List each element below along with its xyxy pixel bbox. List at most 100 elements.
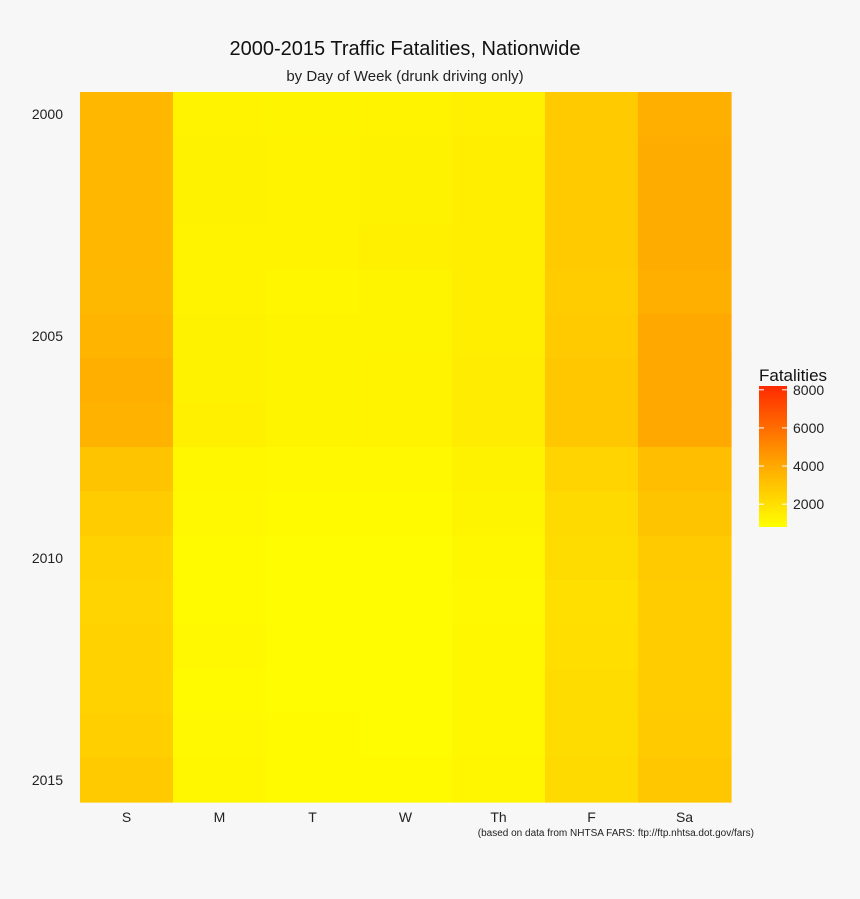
heatmap-cell [545, 491, 639, 537]
heatmap-cell [452, 447, 546, 492]
x-tick-label: Sa [676, 809, 693, 825]
heatmap-cell [266, 402, 360, 448]
heatmap-cell [266, 447, 360, 492]
legend-colorbar [759, 386, 787, 527]
heatmap-cell [452, 624, 546, 670]
heatmap-cell [638, 757, 732, 803]
heatmap-cell [359, 757, 453, 803]
x-tick-label: F [587, 809, 596, 825]
heatmap-cell [359, 668, 453, 714]
heatmap-cell [80, 136, 174, 182]
heatmap-cell [173, 269, 267, 315]
heatmap-cell [266, 535, 360, 581]
heatmap-cell [452, 668, 546, 714]
heatmap-cell [545, 580, 639, 626]
heatmap-cell [80, 580, 174, 626]
heatmap-cell [452, 757, 546, 803]
heatmap-cell [266, 180, 360, 226]
heatmap-cell [359, 402, 453, 448]
heatmap-cell [545, 180, 639, 226]
heatmap-cell [359, 225, 453, 271]
heatmap-cell [80, 225, 174, 271]
heatmap-cell [266, 713, 360, 759]
heatmap-cell [452, 402, 546, 448]
heatmap-cell [173, 491, 267, 537]
heatmap-cell [80, 624, 174, 670]
heatmap-cell [359, 136, 453, 182]
x-tick-label: M [214, 809, 226, 825]
heatmap-cell [545, 757, 639, 803]
heatmap-cell [80, 757, 174, 803]
heatmap-cell [638, 358, 732, 404]
x-tick-label: T [308, 809, 317, 825]
heatmap-cell [266, 269, 360, 315]
heatmap-cell [359, 447, 453, 492]
heatmap-cell [173, 757, 267, 803]
legend-tick-label: 8000 [793, 382, 824, 398]
heatmap-cell [266, 358, 360, 404]
heatmap-cell [266, 624, 360, 670]
heatmap-cell [638, 136, 732, 182]
heatmap-cell [266, 92, 360, 137]
heatmap-cell [266, 136, 360, 182]
heatmap-cell [359, 491, 453, 537]
legend-ticks: 2000 4000 6000 8000 [759, 382, 824, 512]
heatmap-cell [266, 491, 360, 537]
y-tick-label: 2010 [32, 550, 63, 566]
heatmap-cell [545, 225, 639, 271]
heatmap-cell [173, 535, 267, 581]
heatmap-cell [545, 92, 639, 137]
heatmap-cell [80, 180, 174, 226]
heatmap-cell [266, 313, 360, 359]
heatmap-cell [173, 92, 267, 137]
heatmap-cell [452, 225, 546, 271]
heatmap-cell [80, 535, 174, 581]
heatmap-cell [359, 580, 453, 626]
heatmap-cell [173, 668, 267, 714]
heatmap-cell [359, 180, 453, 226]
heatmap-cell [359, 535, 453, 581]
heatmap-cell [545, 624, 639, 670]
heatmap-cell [638, 535, 732, 581]
heatmap-cell [173, 358, 267, 404]
heatmap-cell [452, 580, 546, 626]
y-tick-label: 2000 [32, 106, 63, 122]
heatmap-cell [638, 92, 732, 137]
heatmap-cell [638, 180, 732, 226]
heatmap-cell [80, 313, 174, 359]
heatmap-cell [638, 447, 732, 492]
heatmap-cell [545, 447, 639, 492]
x-tick-label: W [399, 809, 413, 825]
heatmap-cell [545, 402, 639, 448]
heatmap-cell [452, 535, 546, 581]
heatmap-cells [80, 92, 732, 803]
heatmap-cell [638, 402, 732, 448]
heatmap-cell [452, 358, 546, 404]
heatmap-cell [545, 269, 639, 315]
heatmap-cell [173, 180, 267, 226]
heatmap-cell [545, 136, 639, 182]
heatmap-cell [452, 313, 546, 359]
heatmap-cell [545, 668, 639, 714]
heatmap-cell [638, 713, 732, 759]
heatmap-cell [638, 225, 732, 271]
heatmap-cell [266, 580, 360, 626]
heatmap-cell [545, 535, 639, 581]
heatmap-cell [545, 358, 639, 404]
heatmap-cell [266, 225, 360, 271]
heatmap-cell [80, 92, 174, 137]
heatmap-cell [359, 624, 453, 670]
x-axis-ticks: S M T W Th F Sa [122, 809, 693, 825]
heatmap-cell [80, 402, 174, 448]
heatmap-cell [173, 313, 267, 359]
heatmap-cell [173, 624, 267, 670]
y-axis-ticks: 2000 2005 2010 2015 [32, 106, 63, 788]
heatmap-cell [80, 447, 174, 492]
heatmap-cell [638, 580, 732, 626]
heatmap-cell [266, 757, 360, 803]
legend-title: Fatalities [759, 366, 827, 385]
x-tick-label: Th [490, 809, 506, 825]
y-tick-label: 2015 [32, 772, 63, 788]
y-tick-label: 2005 [32, 328, 63, 344]
